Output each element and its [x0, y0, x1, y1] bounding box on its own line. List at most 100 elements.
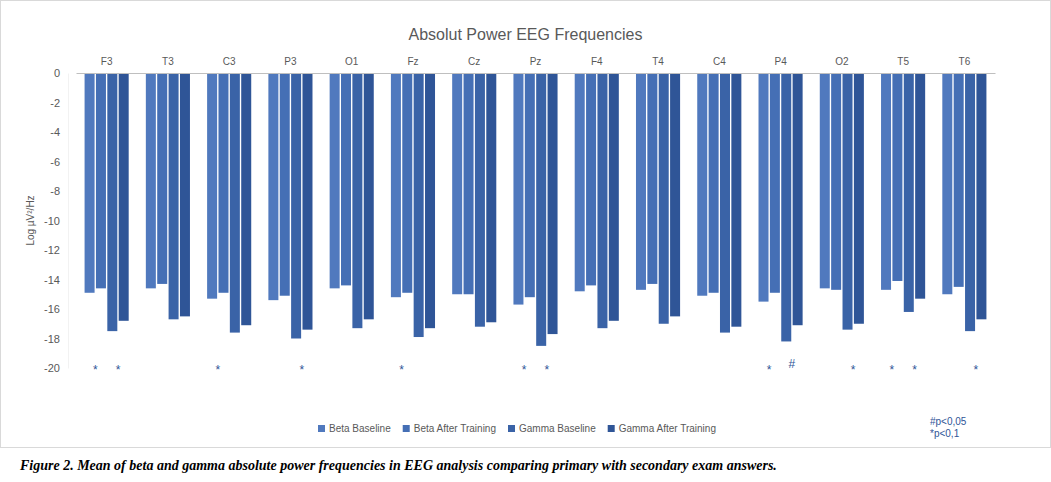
- caption: Figure 2. Mean of beta and gamma absolut…: [19, 458, 777, 473]
- bar: [169, 73, 179, 319]
- bar: [720, 73, 730, 333]
- bar: [452, 73, 462, 294]
- chart: Absolut Power EEG Frequencies0-2-4-6-8-1…: [0, 0, 1051, 482]
- bar: [341, 73, 351, 285]
- legend-item: Gamma Baseline: [508, 423, 596, 434]
- bar: [881, 73, 891, 290]
- bar: [280, 73, 290, 296]
- significance-marker: *: [973, 363, 978, 377]
- bar: [536, 73, 546, 346]
- bar: [218, 73, 228, 293]
- bar: [965, 73, 975, 331]
- bar: [731, 73, 741, 327]
- y-axis-title: Log µV²/Hz: [25, 195, 36, 245]
- x-tick: T4: [652, 56, 664, 73]
- legend-swatch: [403, 425, 410, 432]
- bar: [793, 73, 803, 325]
- bar: [843, 73, 853, 330]
- bar: [770, 73, 780, 293]
- legend-swatch: [318, 425, 325, 432]
- y-tick-label: 0: [54, 67, 60, 79]
- y-tick-label: -20: [44, 362, 60, 374]
- x-tick: O1: [345, 56, 359, 73]
- bar: [709, 73, 719, 293]
- significance-marker: *: [399, 363, 404, 377]
- x-tick: F3: [101, 56, 113, 73]
- bar: [85, 73, 95, 293]
- y-tick: -20: [44, 362, 68, 374]
- bar: [425, 73, 435, 328]
- y-tick-label: -4: [50, 126, 60, 138]
- significance-marker: *: [215, 363, 220, 377]
- bar: [820, 73, 830, 288]
- x-axis: F3T3C3P3O1FzCzPzF4T4C4P4O2T5T6: [77, 56, 996, 74]
- x-tick-label: T3: [162, 56, 174, 67]
- bar: [636, 73, 646, 290]
- bar: [96, 73, 106, 288]
- bar: [391, 73, 401, 297]
- bar: [402, 73, 412, 293]
- bar: [697, 73, 707, 296]
- x-tick: Fz: [407, 56, 418, 73]
- significance-marker: *: [889, 363, 894, 377]
- bar: [364, 73, 374, 319]
- bar: [609, 73, 619, 321]
- legend-label: Beta After Training: [414, 423, 496, 434]
- y-tick-label: -14: [44, 274, 60, 286]
- bar: [915, 73, 925, 299]
- x-tick-label: P4: [774, 56, 787, 67]
- y-tick: 0: [54, 67, 68, 79]
- x-tick-label: T4: [652, 56, 664, 67]
- note: #p<0,05: [930, 416, 967, 427]
- significance-marker: *: [116, 363, 121, 377]
- bar: [759, 73, 769, 302]
- bar: [207, 73, 217, 299]
- legend-label: Gamma Baseline: [519, 423, 596, 434]
- significance-marker: *: [767, 363, 772, 377]
- legend-swatch: [508, 425, 515, 432]
- x-tick-label: O1: [345, 56, 359, 67]
- legend: Beta Baseline Beta After Training Gamma Ba…: [318, 423, 716, 434]
- y-tick: -10: [44, 215, 68, 227]
- bars: [85, 73, 987, 346]
- y-tick-label: -6: [50, 156, 60, 168]
- y-tick: -4: [50, 126, 68, 138]
- y-tick: -12: [44, 244, 68, 256]
- bar: [831, 73, 841, 290]
- bar: [241, 73, 251, 325]
- bar-series: [119, 73, 987, 334]
- bar: [781, 73, 791, 341]
- y-tick-label: -8: [50, 185, 60, 197]
- x-tick: C4: [713, 56, 726, 73]
- bar: [157, 73, 167, 284]
- x-tick-label: P3: [284, 56, 297, 67]
- x-tick: T6: [959, 56, 971, 73]
- x-tick-label: Pz: [530, 56, 542, 67]
- y-tick-label: -10: [44, 215, 60, 227]
- significance-marker: *: [93, 363, 98, 377]
- bar: [146, 73, 156, 288]
- bar: [854, 73, 864, 324]
- x-axis-line: [77, 73, 996, 74]
- bar: [575, 73, 585, 291]
- significance-marker: *: [912, 363, 917, 377]
- y-tick: -14: [44, 274, 68, 286]
- bar: [119, 73, 129, 321]
- bar: [942, 73, 952, 294]
- legend-item: Beta Baseline: [318, 423, 391, 434]
- significance-marker: *: [851, 363, 856, 377]
- bar: [513, 73, 523, 305]
- bar: [892, 73, 902, 281]
- bar: [486, 73, 496, 322]
- chart-frame: [1, 1, 1051, 448]
- y-axis-line: [68, 74, 69, 369]
- x-tick: T3: [162, 56, 174, 73]
- x-tick-label: Fz: [407, 56, 418, 67]
- x-tick-label: C4: [713, 56, 726, 67]
- legend-swatch: [608, 425, 615, 432]
- bar: [414, 73, 424, 337]
- bar: [464, 73, 474, 294]
- x-tick: Pz: [530, 56, 542, 73]
- x-tick-label: O2: [835, 56, 849, 67]
- title: Absolut Power EEG Frequencies: [409, 26, 643, 43]
